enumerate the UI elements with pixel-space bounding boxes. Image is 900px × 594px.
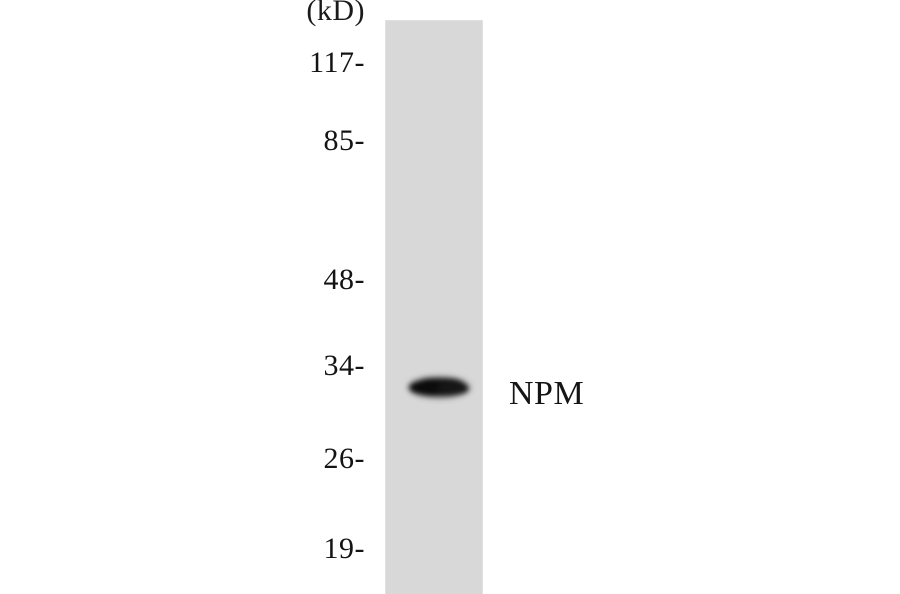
ladder-mark-85: 85- <box>323 124 365 157</box>
band-shade-right <box>437 382 469 395</box>
kilodalton-unit-label: (kD) <box>306 0 365 27</box>
protein-band-npm <box>407 368 473 408</box>
ladder-mark-19: 19- <box>323 532 365 565</box>
ladder-mark-34: 34- <box>323 349 365 382</box>
ladder-mark-117: 117- <box>309 46 365 79</box>
molecular-weight-ladder: (kD) 117- 85- 48- 34- 26- 19- <box>240 0 365 594</box>
band-shade-left <box>409 380 443 395</box>
band-label-npm: NPM <box>509 375 585 412</box>
gel-lane <box>385 20 483 594</box>
ladder-mark-48: 48- <box>323 263 365 296</box>
ladder-mark-26: 26- <box>323 442 365 475</box>
